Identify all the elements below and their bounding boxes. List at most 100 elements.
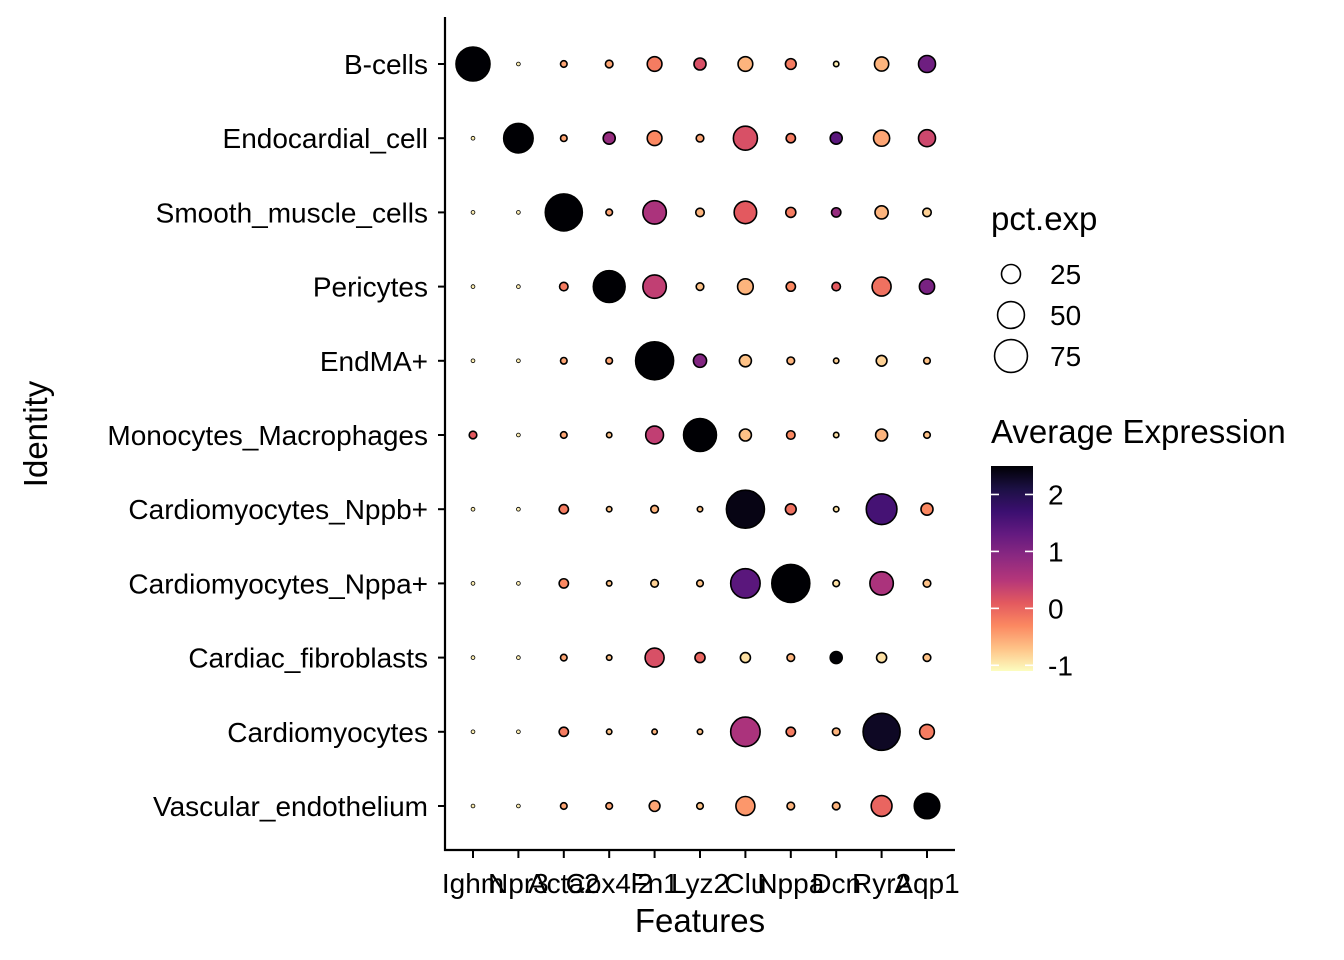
x-tick-label: Ighm — [442, 868, 504, 899]
dot — [875, 354, 888, 367]
dot — [874, 428, 889, 442]
dot — [784, 206, 797, 219]
dot — [559, 430, 568, 440]
x-tick-label: Lyz2 — [671, 868, 729, 899]
dot — [642, 274, 668, 300]
dot — [735, 795, 756, 817]
dot — [829, 650, 844, 665]
colorbar-label: -1 — [1048, 650, 1073, 681]
dot — [917, 128, 937, 148]
dot — [516, 284, 521, 289]
dot — [784, 57, 797, 71]
colorbar-label: 2 — [1048, 479, 1064, 510]
dot — [736, 277, 755, 296]
dot — [470, 506, 476, 512]
dot — [832, 357, 840, 365]
dot — [605, 654, 613, 662]
dot — [605, 579, 613, 587]
y-tick-label: EndMA+ — [320, 346, 428, 377]
dot — [558, 281, 569, 292]
y-tick-label: Cardiomyocytes_Nppb+ — [128, 494, 428, 525]
dot — [544, 193, 584, 232]
x-tick-label: Aqp1 — [894, 868, 959, 899]
size-legend-key — [993, 338, 1029, 374]
dot — [605, 505, 613, 513]
dot — [921, 207, 933, 218]
dot — [862, 712, 901, 752]
x-tick-label: Dcn — [811, 868, 861, 899]
dot — [651, 728, 659, 736]
dot — [869, 570, 895, 596]
x-tick-label: Acta2 — [528, 868, 600, 899]
dot — [870, 794, 893, 818]
y-tick-label: Pericytes — [313, 272, 428, 303]
dot-layer — [455, 46, 941, 820]
dot — [696, 505, 704, 513]
x-axis-title: Features — [635, 902, 765, 939]
dot — [605, 356, 614, 365]
dot — [516, 506, 521, 512]
colorbar-label: 0 — [1048, 593, 1064, 624]
x-tick-label: Ryr2 — [852, 868, 911, 899]
x-tick-label: Cox4i2 — [566, 868, 653, 899]
dot — [559, 653, 568, 662]
dot — [729, 716, 761, 748]
dot — [784, 503, 797, 516]
dot — [913, 792, 941, 820]
y-tick-label: B-cells — [344, 49, 428, 80]
dot — [682, 417, 718, 453]
dot — [644, 425, 665, 445]
dot — [516, 581, 521, 586]
dot — [604, 59, 614, 69]
dot — [832, 505, 840, 513]
dot — [786, 652, 796, 663]
x-tick-label: Fn1 — [630, 868, 678, 899]
x-tick-label: Clu — [724, 868, 766, 899]
dot — [470, 803, 476, 809]
dot — [786, 356, 796, 366]
dot — [648, 799, 661, 813]
dot — [516, 729, 521, 735]
size-legend-key — [996, 300, 1026, 330]
dot — [558, 577, 570, 589]
color-legend: Average Expression -1 0 1 2 — [991, 413, 1286, 681]
dot — [470, 655, 476, 660]
dot — [470, 581, 476, 586]
dot — [455, 46, 491, 82]
size-legend-label: 50 — [1050, 300, 1081, 331]
dot — [516, 358, 521, 364]
dot — [649, 578, 660, 589]
dot — [694, 207, 706, 218]
dot — [696, 728, 704, 736]
y-tick-label: Vascular_endothelium — [153, 791, 428, 822]
dot — [874, 205, 889, 220]
size-legend-label: 25 — [1050, 259, 1081, 290]
dot — [605, 208, 614, 217]
dot — [516, 655, 521, 660]
dot — [832, 579, 841, 588]
size-legend: pct.exp 25 50 75 — [991, 200, 1097, 374]
dot — [918, 723, 936, 740]
colorbar-label: 1 — [1048, 536, 1064, 567]
dot — [865, 493, 898, 526]
dot — [592, 269, 626, 304]
dot — [920, 502, 934, 517]
dot — [558, 503, 570, 515]
y-tick-label: Smooth_muscle_cells — [156, 197, 428, 228]
dot — [470, 729, 476, 735]
dot — [695, 282, 705, 292]
x-axis-ticks: IghmNpr3Acta2Cox4i2Fn1Lyz2CluNppaDcnRyr2… — [442, 850, 960, 899]
dot — [470, 210, 476, 215]
dot — [695, 801, 705, 811]
y-axis-ticks: B-cells Endocardial_cell Smooth_muscle_cel… — [107, 49, 445, 822]
dot — [738, 353, 753, 368]
dot — [831, 727, 841, 737]
dot — [516, 803, 521, 809]
dot — [559, 134, 568, 143]
dot — [559, 801, 568, 811]
dot — [922, 652, 932, 663]
dot — [786, 801, 796, 811]
dot — [693, 57, 707, 71]
x-tick-label: Nppa — [757, 868, 824, 899]
